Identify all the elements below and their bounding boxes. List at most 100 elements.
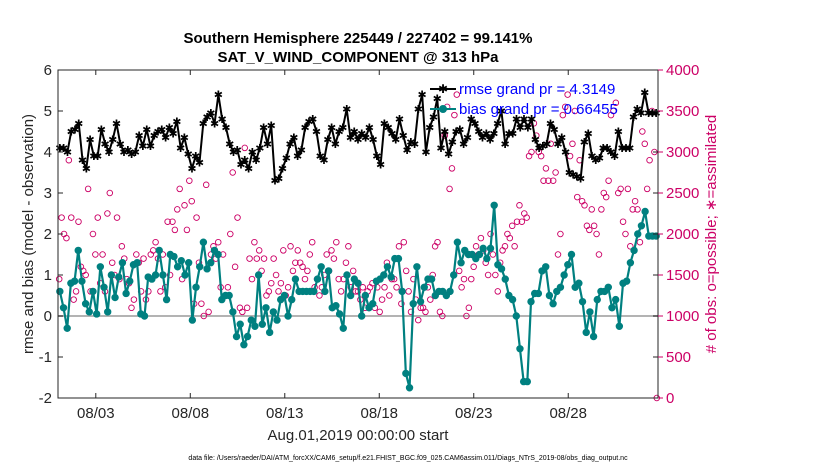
obs-count-point bbox=[130, 296, 138, 303]
rmse-point: ✱ bbox=[474, 126, 483, 139]
rmse-point: ✱ bbox=[357, 128, 366, 141]
rmse-point: ✱ bbox=[304, 115, 313, 128]
obs-count-point bbox=[393, 284, 400, 291]
y-right-tick-label: 1000 bbox=[666, 308, 699, 325]
obs-count-point bbox=[171, 226, 179, 234]
obs-count-point bbox=[301, 275, 309, 283]
rmse-point: ✱ bbox=[252, 154, 261, 167]
rmse-point: ✱ bbox=[478, 132, 487, 145]
obs-count-point bbox=[169, 218, 176, 225]
rmse-point: ✱ bbox=[459, 138, 468, 151]
bias-point bbox=[103, 308, 112, 316]
bias-point bbox=[586, 308, 594, 316]
rmse-point: ✱ bbox=[648, 107, 657, 120]
obs-count-point bbox=[547, 140, 555, 148]
obs-count-point bbox=[494, 288, 502, 295]
obs-count-point bbox=[513, 218, 521, 225]
bias-point bbox=[383, 263, 392, 271]
rmse-point: ✱ bbox=[504, 128, 513, 141]
bias-point bbox=[420, 283, 428, 291]
obs-count-point bbox=[202, 181, 210, 189]
rmse-point: ✱ bbox=[531, 134, 540, 147]
x-tick-label: 08/28 bbox=[549, 405, 587, 422]
obs-count-point bbox=[472, 243, 480, 250]
bias-point bbox=[413, 263, 421, 271]
y-left-tick-label: -2 bbox=[39, 390, 52, 407]
rmse-point: ✱ bbox=[78, 154, 87, 167]
rmse-point: ✱ bbox=[278, 162, 287, 175]
y-left-tick-label: 2 bbox=[44, 226, 52, 243]
obs-count-point bbox=[641, 140, 648, 148]
bias-point bbox=[486, 244, 495, 253]
rmse-point: ✱ bbox=[161, 132, 170, 145]
bias-point bbox=[284, 312, 292, 320]
bias-point bbox=[453, 238, 462, 246]
rmse-point: ✱ bbox=[346, 132, 355, 145]
rmse-point: ✱ bbox=[157, 123, 166, 136]
rmse-point: ✱ bbox=[489, 128, 498, 141]
rmse-point: ✱ bbox=[565, 167, 574, 180]
bias-point bbox=[199, 238, 208, 246]
bias-point bbox=[450, 271, 458, 279]
bias-point bbox=[589, 332, 598, 341]
obs-count-point bbox=[316, 292, 323, 299]
bias-point bbox=[402, 369, 410, 378]
obs-count-point bbox=[284, 284, 292, 291]
obs-count-point bbox=[214, 238, 222, 246]
obs-count-point bbox=[308, 238, 316, 246]
obs-count-point bbox=[157, 288, 164, 295]
rmse-point: ✱ bbox=[448, 136, 457, 149]
obs-count-point bbox=[605, 177, 612, 184]
obs-count-point bbox=[277, 279, 285, 287]
rmse-point: ✱ bbox=[244, 162, 253, 175]
bias-point bbox=[343, 271, 351, 279]
bias-point bbox=[564, 261, 572, 269]
bias-point bbox=[409, 300, 417, 308]
bias-point bbox=[357, 312, 366, 320]
rmse-point: ✱ bbox=[350, 126, 359, 139]
bias-point bbox=[497, 265, 506, 273]
rmse-point: ✱ bbox=[455, 123, 464, 136]
obs-count-point bbox=[448, 165, 456, 172]
obs-count-point bbox=[241, 144, 248, 152]
bias-point bbox=[151, 271, 160, 279]
obs-count-point bbox=[108, 259, 116, 266]
bias-point bbox=[59, 304, 68, 312]
bias-point bbox=[96, 263, 105, 271]
rmse-point: ✱ bbox=[406, 136, 415, 149]
rmse-point: ✱ bbox=[165, 121, 174, 134]
obs-count-point bbox=[229, 169, 236, 176]
rmse-point: ✱ bbox=[436, 142, 445, 155]
rmse-point: ✱ bbox=[255, 142, 264, 155]
obs-count-point bbox=[234, 214, 241, 221]
rmse-point: ✱ bbox=[610, 150, 619, 163]
rmse-point: ✱ bbox=[576, 173, 585, 186]
bias-point bbox=[387, 273, 395, 281]
obs-count-point bbox=[335, 275, 342, 283]
obs-count-point bbox=[465, 304, 473, 312]
legend: ✱ rmse grand pr = 4.3149 bias grand pr =… bbox=[430, 81, 618, 118]
legend-bias-label: bias grand pr = 0.66455 bbox=[459, 101, 618, 118]
x-tick-label: 08/08 bbox=[172, 405, 210, 422]
rmse-point: ✱ bbox=[527, 113, 536, 126]
bias-point bbox=[122, 289, 130, 298]
bias-point bbox=[313, 275, 322, 283]
rmse-point: ✱ bbox=[599, 142, 608, 155]
rmse-point: ✱ bbox=[452, 126, 461, 139]
bias-point bbox=[155, 246, 163, 255]
obs-count-point bbox=[333, 238, 340, 246]
obs-count-point bbox=[299, 263, 306, 271]
obs-count-point bbox=[468, 275, 475, 283]
rmse-point: ✱ bbox=[572, 171, 581, 184]
chart-title-line1: Southern Hemisphere 225449 / 227402 = 99… bbox=[184, 30, 533, 47]
y-left-tick-label: 0 bbox=[44, 308, 52, 325]
obs-count-point bbox=[205, 308, 212, 316]
obs-count-point bbox=[501, 243, 509, 250]
bias-point bbox=[611, 295, 620, 304]
bias-point bbox=[247, 316, 255, 324]
rmse-point: ✱ bbox=[240, 154, 249, 167]
obs-count-point bbox=[455, 267, 463, 275]
obs-count-point bbox=[598, 206, 605, 213]
bias-point bbox=[394, 254, 403, 263]
rmse-point: ✱ bbox=[429, 111, 438, 124]
